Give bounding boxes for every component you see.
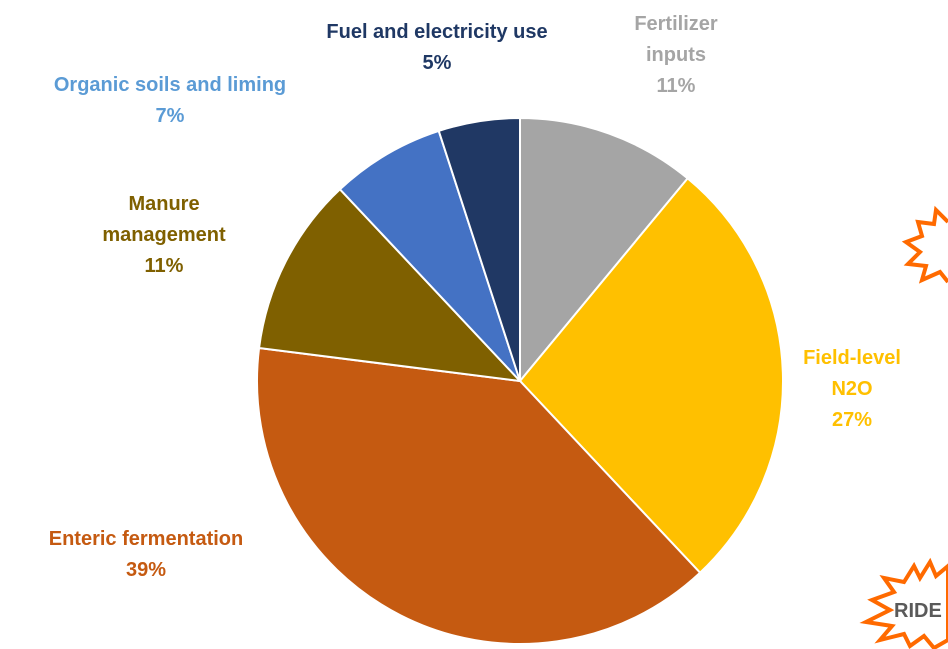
slice-name-label: Fuel and electricity use [326, 21, 547, 43]
pie-slice [256, 346, 702, 645]
slice-value-label: 5% [423, 52, 452, 74]
slice-value-label: 7% [156, 105, 185, 127]
slice-name-label: management [102, 224, 226, 246]
slice-label: Enteric fermentation 39% [49, 528, 243, 581]
slice-labels: Fertilizer inputs 11% Field-level N2O 27% Ente… [49, 13, 901, 581]
pie-slice [338, 129, 521, 382]
slice-value-label: 11% [657, 75, 696, 97]
starburst-lower-decoration [859, 557, 948, 649]
slice-name-label: inputs [646, 44, 706, 66]
slice-value-label: 39% [126, 559, 166, 581]
slice-name-label: Fertilizer [634, 13, 718, 35]
slice-label: Fertilizer inputs 11% [634, 13, 718, 97]
slice-name-label: Field-level [803, 347, 901, 369]
slice-label: Manure management 11% [102, 193, 226, 277]
slice-value-label: 11% [145, 255, 184, 277]
pie-slice [518, 176, 784, 575]
pie-slice [257, 187, 523, 383]
slice-value-label: 27% [832, 409, 872, 431]
slice-label: Fuel and electricity use 5% [326, 21, 547, 74]
slice-label: Organic soils and liming 7% [54, 74, 286, 127]
pie-slice [519, 116, 690, 384]
slice-name-label: Manure [128, 193, 199, 215]
slice-name-label: N2O [831, 378, 872, 400]
starburst-upper-decoration [901, 205, 948, 284]
starburst-label: RIDE [894, 600, 942, 622]
pie-slice [437, 116, 521, 382]
slice-name-label: Enteric fermentation [49, 528, 243, 550]
slice-label: Field-level N2O 27% [803, 347, 901, 431]
slice-name-label: Organic soils and liming [54, 74, 286, 96]
pie-slices [256, 116, 784, 645]
